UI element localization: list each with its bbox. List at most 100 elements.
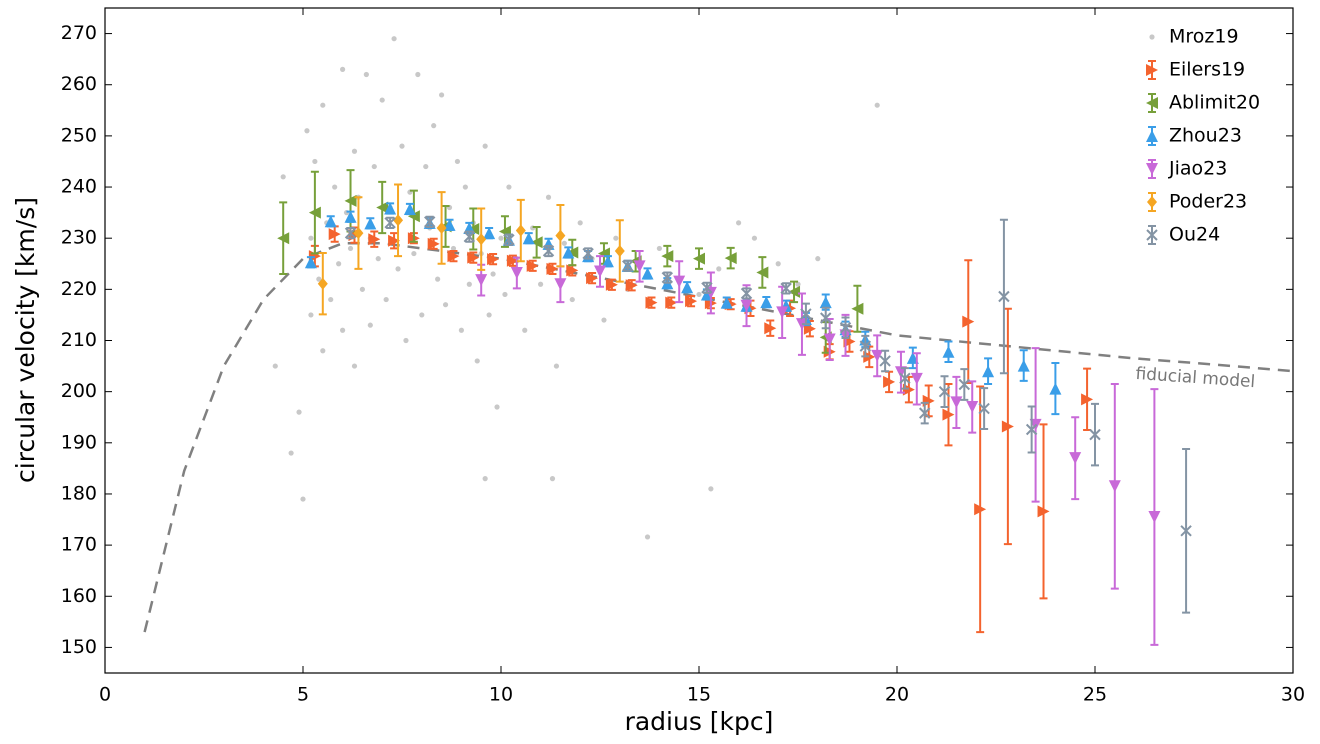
marker <box>351 148 358 154</box>
marker <box>486 312 492 318</box>
marker <box>740 299 753 312</box>
marker <box>379 97 385 103</box>
model-line <box>143 242 1294 633</box>
marker <box>415 71 421 78</box>
series <box>344 215 1192 614</box>
marker <box>982 365 995 378</box>
marker <box>776 306 789 319</box>
marker <box>1037 505 1050 518</box>
marker <box>800 308 812 320</box>
marker <box>1069 452 1082 465</box>
marker <box>582 247 594 260</box>
marker <box>388 234 401 247</box>
marker <box>498 235 504 241</box>
y-tick-label: 180 <box>61 482 97 504</box>
marker <box>340 327 346 333</box>
marker <box>874 102 880 108</box>
marker <box>344 227 357 239</box>
marker <box>423 163 429 170</box>
model <box>143 242 1294 633</box>
marker <box>407 210 420 223</box>
marker <box>316 276 322 282</box>
marker <box>308 312 314 318</box>
marker <box>764 322 777 335</box>
marker <box>395 266 401 272</box>
marker <box>839 322 852 334</box>
marker <box>458 327 464 333</box>
x-tick-label: 30 <box>1281 684 1305 706</box>
marker <box>403 203 416 216</box>
marker <box>522 232 535 245</box>
marker <box>475 274 488 287</box>
marker <box>363 71 369 78</box>
marker <box>1025 423 1038 436</box>
marker <box>701 282 713 294</box>
marker <box>641 267 654 280</box>
marker <box>403 337 409 344</box>
x-tick-label: 15 <box>687 684 711 706</box>
marker <box>538 281 544 287</box>
marker <box>633 260 646 273</box>
marker <box>661 271 674 284</box>
marker <box>450 245 457 252</box>
x-tick-label: 25 <box>1083 684 1107 706</box>
marker <box>685 295 698 308</box>
marker <box>411 250 417 257</box>
marker <box>351 363 358 369</box>
marker <box>1146 97 1158 109</box>
marker <box>332 184 338 190</box>
marker <box>447 250 460 263</box>
marker <box>419 312 425 318</box>
marker <box>427 237 440 250</box>
marker <box>720 296 733 309</box>
marker <box>562 246 575 259</box>
marker <box>300 496 306 502</box>
marker <box>506 254 519 267</box>
series <box>475 249 1161 646</box>
marker <box>974 503 987 516</box>
marker <box>296 409 302 415</box>
marker <box>851 302 864 315</box>
y-axis-label: circular velocity [km/s] <box>11 197 40 483</box>
marker <box>601 317 607 323</box>
marker <box>510 266 523 279</box>
marker <box>938 385 951 398</box>
marker <box>645 296 658 309</box>
y-tick-label: 190 <box>61 431 97 453</box>
legend-entry: Mroz19 <box>1149 26 1239 48</box>
y-tick-label: 170 <box>61 534 97 556</box>
series <box>304 202 1062 416</box>
marker <box>375 256 381 262</box>
marker <box>594 265 606 278</box>
marker <box>454 158 461 165</box>
marker <box>367 322 373 328</box>
marker <box>760 296 773 309</box>
marker <box>795 281 801 287</box>
marker <box>724 252 737 265</box>
legend-entry: Ablimit20 <box>1146 92 1260 114</box>
marker <box>522 327 528 333</box>
marker <box>546 262 559 275</box>
x-tick-label: 5 <box>297 684 309 706</box>
marker <box>353 227 364 240</box>
marker <box>344 194 357 207</box>
marker <box>503 234 515 246</box>
series <box>308 225 1094 634</box>
marker <box>1081 393 1094 406</box>
y-tick-label: 200 <box>61 380 97 402</box>
marker <box>1148 510 1161 523</box>
marker <box>613 235 619 241</box>
marker <box>614 244 625 257</box>
marker <box>740 287 753 300</box>
marker <box>347 245 354 252</box>
marker <box>364 217 377 230</box>
marker <box>883 375 896 388</box>
series <box>277 169 864 354</box>
legend-label: Mroz19 <box>1169 26 1239 48</box>
marker <box>312 158 318 165</box>
legend-entry: Ou24 <box>1146 224 1220 246</box>
marker <box>393 214 404 227</box>
marker <box>879 355 891 367</box>
y-tick-label: 230 <box>61 227 97 249</box>
marker <box>1146 64 1158 76</box>
